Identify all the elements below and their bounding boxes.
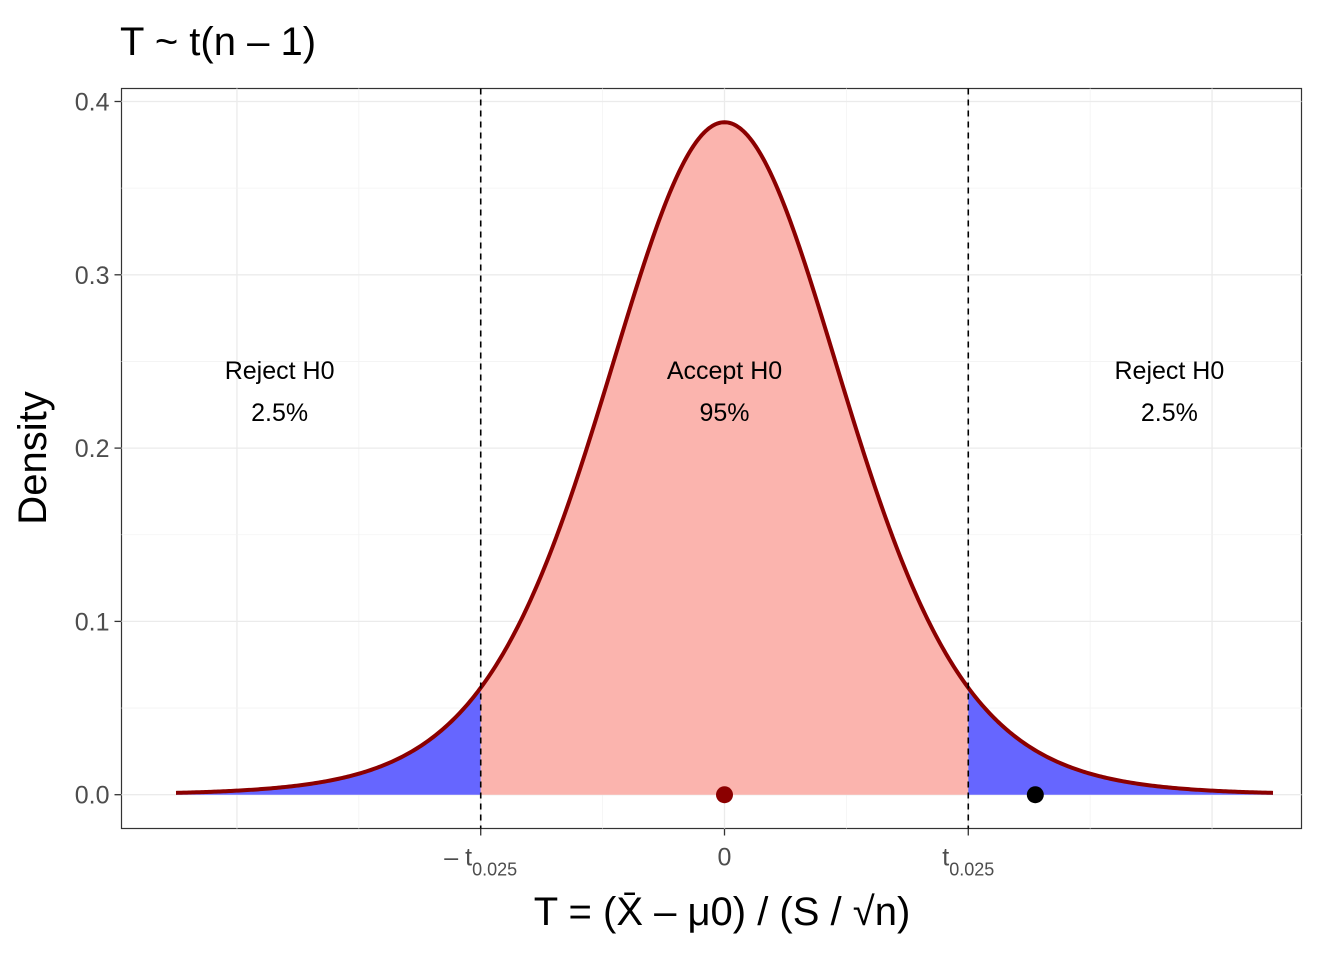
x-tick-label: 0 (718, 844, 732, 872)
data-point (716, 786, 733, 804)
region-acceptance (480, 122, 969, 795)
density-curve-group (175, 120, 1274, 795)
y-tick-label: 0.4 (75, 88, 110, 116)
data-point (1026, 786, 1044, 804)
y-tick-label: 0.1 (75, 608, 110, 636)
data-points (716, 786, 1044, 804)
region-right-rejection (968, 687, 1273, 795)
x-axis-title: T = (X̄ – μ0) / (S / √n) (534, 890, 911, 934)
x-tick-label: t0.025 (942, 844, 994, 880)
region-label: Accept H0 95% (667, 357, 782, 427)
x-axis-title-text: T = (X̄ – μ0) / (S / √n) (534, 890, 911, 934)
region-label: Reject H0 2.5% (1115, 357, 1225, 427)
y-tick-label: 0.2 (75, 435, 110, 463)
chart-title: T ~ t(n – 1) (120, 20, 316, 64)
region-annotations: Reject H0 2.5% Accept H0 95% Reject H0 2.5% (225, 357, 1225, 427)
y-axis: 0.0 0.1 0.2 0.3 0.4 (75, 88, 122, 810)
critical-value-lines (479, 88, 970, 829)
density-curve (175, 120, 1274, 795)
x-axis: – t0.025 0 t0.025 (444, 828, 994, 880)
y-axis-title: Density (11, 391, 55, 524)
region-label: Reject H0 2.5% (225, 357, 335, 427)
region-left-rejection (176, 687, 481, 795)
x-tick-label: – t0.025 (444, 844, 517, 880)
y-tick-label: 0.0 (75, 782, 110, 810)
density-regions (176, 122, 1273, 795)
y-tick-label: 0.3 (75, 262, 110, 290)
